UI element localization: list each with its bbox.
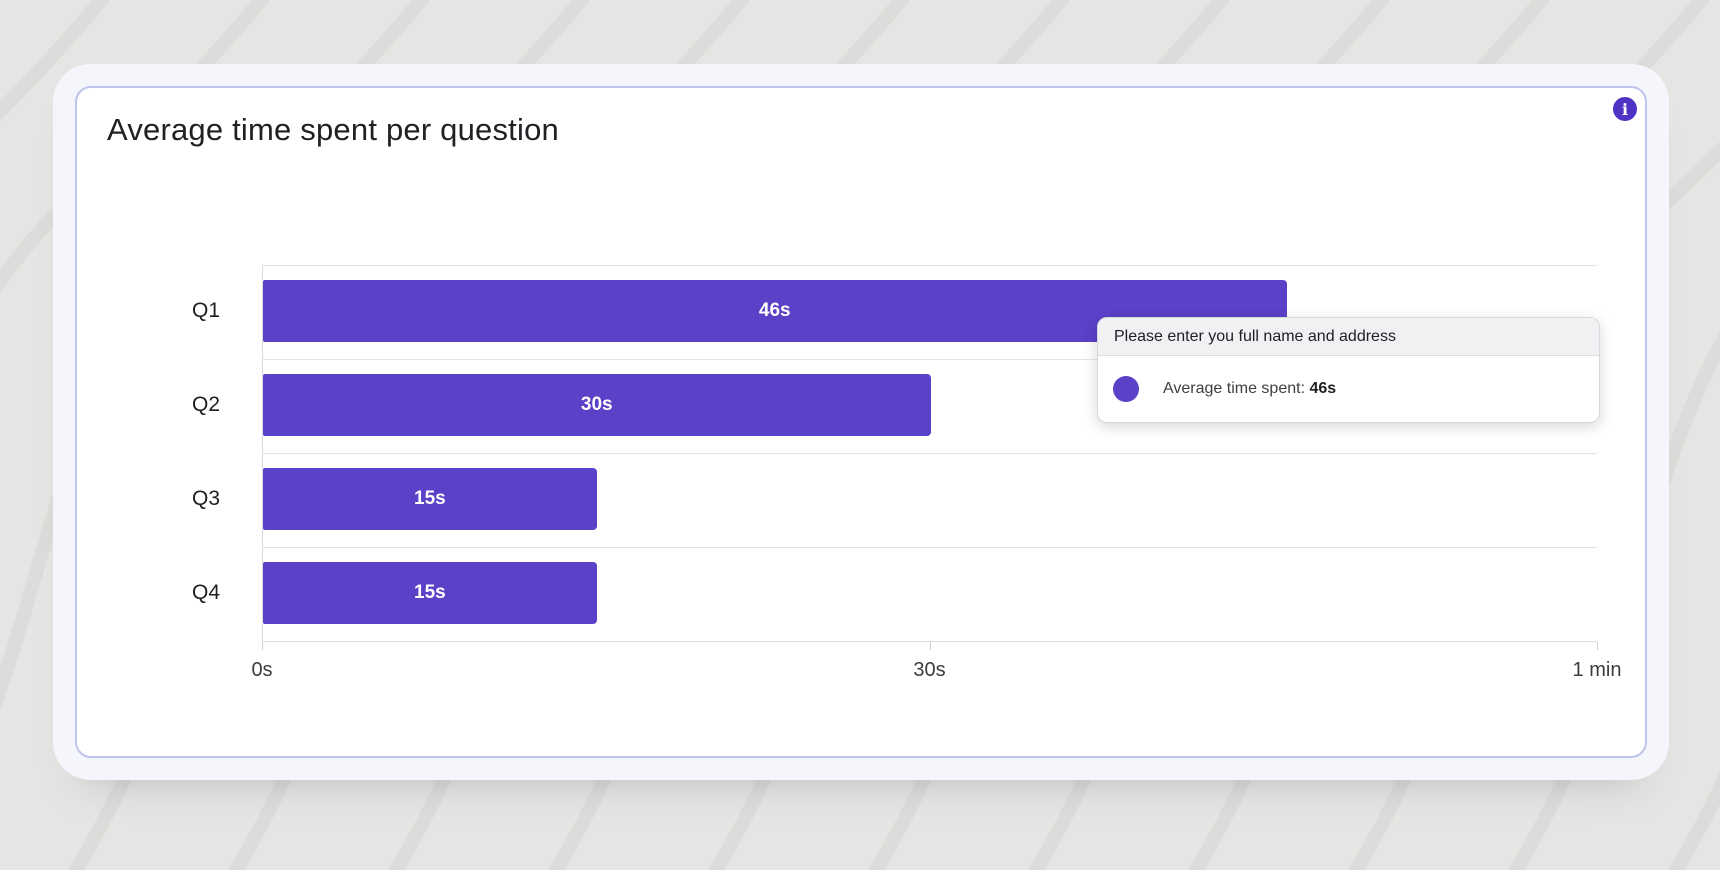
gridline: [262, 453, 1597, 454]
gridline: [262, 359, 1597, 360]
category-label-q2: Q2: [192, 393, 221, 416]
chart-title: Average time spent per question: [107, 112, 559, 147]
chart-card: Average time spent per question i 46s Q1 3…: [75, 86, 1647, 758]
category-label-q1: Q1: [192, 299, 221, 322]
tooltip-value-text: Average time spent: 46s: [1163, 380, 1336, 398]
x-axis-tick: [929, 642, 931, 650]
series-marker-dot-icon: [1113, 376, 1139, 402]
tooltip-series-label: Average time spent:: [1163, 380, 1306, 397]
tooltip-question-title: Please enter you full name and address: [1098, 318, 1599, 356]
x-axis-line: [262, 641, 1597, 642]
x-axis-tick: [1597, 642, 1598, 650]
bar-value-label: 15s: [414, 488, 446, 509]
bar-q4[interactable]: 15s: [263, 562, 597, 624]
bar-value-label: 30s: [580, 394, 613, 415]
category-label-q3: Q3: [192, 487, 221, 510]
y-axis-line: [262, 265, 263, 650]
bar-q2[interactable]: 30s: [263, 374, 931, 436]
tooltip-value: 46s: [1309, 380, 1337, 397]
gridline: [262, 547, 1597, 548]
x-axis-tick-label: 1 min: [1572, 659, 1622, 681]
tooltip-body: Average time spent: 46s: [1098, 356, 1599, 422]
bar-value-label: 15s: [414, 582, 446, 603]
bar-value-label: 46s: [758, 300, 791, 321]
chart-tooltip: Please enter you full name and address A…: [1097, 317, 1600, 423]
info-icon-glyph: i: [1621, 99, 1629, 119]
bar-q3[interactable]: 15s: [263, 468, 597, 530]
x-axis-tick: [262, 642, 263, 650]
info-icon[interactable]: i: [1613, 97, 1637, 121]
x-axis-tick-label: 30s: [913, 659, 946, 681]
x-axis-tick-label: 0s: [251, 659, 273, 681]
gridline: [262, 265, 1597, 266]
category-label-q4: Q4: [192, 581, 221, 604]
